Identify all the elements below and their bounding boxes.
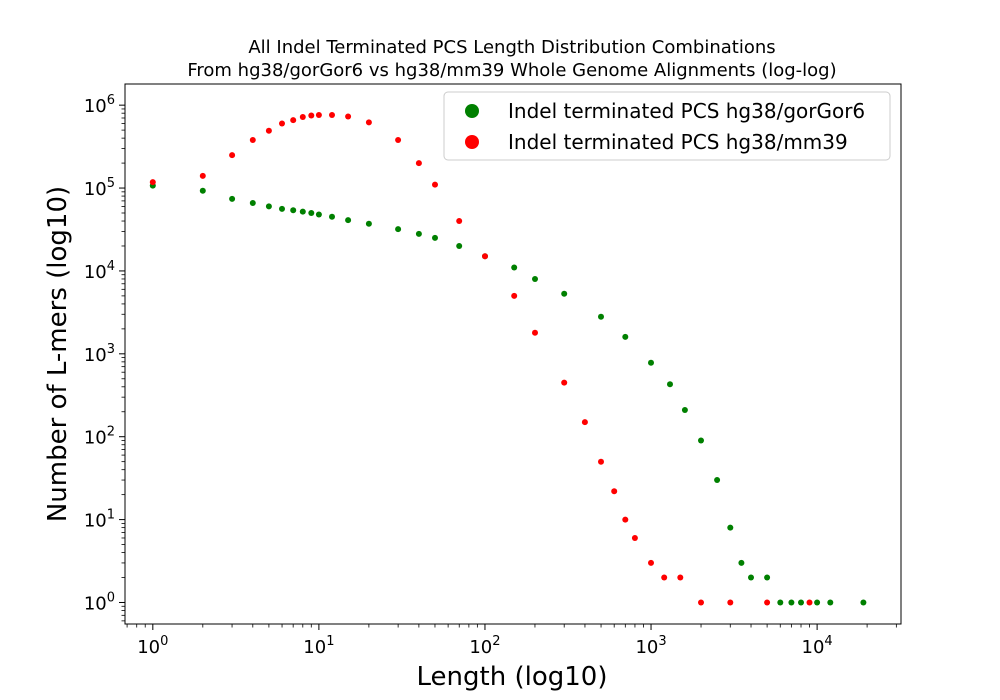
data-point-series-0-6: [290, 207, 297, 214]
x-tick-label-0: 100: [137, 634, 168, 658]
data-point-series-1-4: [265, 127, 272, 134]
data-point-series-0-12: [365, 220, 372, 227]
data-point-series-1-16: [456, 218, 463, 224]
data-point-series-1-18: [511, 292, 518, 299]
data-point-series-0-1: [199, 187, 206, 194]
data-point-series-0-34: [798, 599, 804, 606]
data-point-series-1-10: [329, 112, 335, 118]
data-point-series-0-14: [415, 230, 422, 237]
data-point-series-0-36: [827, 599, 834, 606]
data-point-series-1-14: [415, 160, 422, 167]
y-tick-label-4: 104: [84, 259, 115, 283]
data-point-series-0-4: [265, 203, 272, 210]
data-point-series-0-9: [315, 211, 322, 218]
y-axis-ticks: 100 101 102 103 104 105 106: [84, 93, 125, 622]
data-point-series-1-11: [345, 113, 352, 120]
data-point-series-1-15: [432, 181, 438, 188]
series-0-points: [149, 182, 867, 606]
y-tick-label-5: 105: [84, 176, 115, 200]
x-tick-label-4: 104: [802, 634, 833, 658]
y-tick-label-3: 103: [84, 342, 115, 366]
legend-marker-gorgor6: [465, 104, 479, 118]
data-point-series-0-13: [395, 226, 402, 233]
data-point-series-1-22: [598, 458, 604, 465]
data-point-series-0-25: [681, 407, 688, 413]
data-point-series-0-16: [456, 243, 463, 249]
data-point-series-1-23: [611, 488, 618, 495]
y-tick-label-6: 106: [84, 93, 115, 117]
x-tick-label-1: 101: [303, 634, 334, 658]
chart-title-line-2: From hg38/gorGor6 vs hg38/mm39 Whole Gen…: [187, 60, 836, 81]
data-point-series-1-6: [290, 117, 297, 124]
data-point-series-1-25: [631, 535, 638, 541]
data-point-series-1-13: [395, 137, 402, 143]
data-point-series-0-26: [698, 437, 704, 444]
legend-frame: [443, 91, 891, 161]
data-point-series-0-24: [667, 381, 673, 388]
data-point-series-0-3: [249, 200, 256, 206]
y-tick-label-2: 102: [84, 425, 115, 449]
data-point-series-0-10: [329, 213, 335, 220]
legend-marker-mm39: [465, 135, 479, 149]
x-axis-ticks: 100 101 102 103 104: [126, 624, 897, 658]
data-point-series-1-31: [764, 599, 771, 606]
legend-label-gorgor6: Indel terminated PCS hg38/gorGor6: [508, 99, 865, 123]
data-point-series-1-21: [581, 419, 588, 426]
data-point-series-1-27: [661, 574, 668, 581]
data-point-series-0-30: [748, 574, 754, 581]
data-point-series-0-8: [308, 210, 315, 216]
data-point-series-1-8: [308, 112, 315, 119]
chart-title-line-1: All Indel Terminated PCS Length Distribu…: [248, 37, 775, 58]
data-point-series-1-2: [229, 152, 236, 159]
series-1-points: [149, 112, 813, 606]
data-point-series-1-17: [482, 253, 488, 260]
data-point-series-0-11: [345, 217, 352, 224]
data-point-series-0-2: [229, 195, 236, 202]
data-point-series-0-33: [788, 599, 795, 606]
data-point-series-1-1: [199, 172, 206, 179]
data-point-series-0-15: [432, 234, 438, 241]
x-axis-label: Length (log10): [417, 662, 608, 692]
data-point-series-1-24: [622, 516, 629, 523]
data-point-series-0-35: [814, 599, 821, 606]
data-point-series-0-29: [738, 559, 745, 566]
data-point-series-0-18: [511, 264, 518, 271]
data-point-series-0-20: [561, 290, 568, 297]
x-tick-label-3: 103: [635, 634, 666, 658]
data-point-series-1-5: [279, 120, 285, 127]
data-point-series-1-3: [249, 137, 256, 143]
data-point-series-0-22: [622, 333, 629, 340]
data-point-series-1-0: [149, 179, 156, 186]
data-point-series-1-7: [299, 114, 306, 120]
data-point-series-0-32: [777, 599, 784, 606]
legend-label-mm39: Indel terminated PCS hg38/mm39: [508, 130, 848, 154]
x-tick-label-2: 102: [469, 634, 500, 658]
data-point-series-1-26: [648, 559, 654, 566]
data-points-layer: [149, 112, 867, 606]
y-tick-label-1: 101: [84, 508, 115, 532]
data-point-series-0-37: [860, 599, 867, 606]
data-point-series-1-30: [727, 599, 734, 606]
data-point-series-1-9: [315, 112, 322, 118]
data-point-series-1-32: [806, 599, 813, 606]
data-point-series-1-12: [365, 119, 372, 126]
data-point-series-0-23: [648, 359, 654, 366]
data-point-series-1-28: [677, 574, 684, 581]
data-point-series-0-31: [764, 574, 771, 581]
data-point-series-0-5: [279, 205, 285, 212]
y-tick-label-0: 100: [84, 590, 115, 614]
y-axis-label: Number of L-mers (log10): [43, 186, 73, 522]
data-point-series-0-7: [299, 208, 306, 215]
data-point-series-0-19: [532, 276, 538, 282]
data-point-series-1-19: [532, 329, 538, 336]
legend: Indel terminated PCS hg38/gorGor6 Indel …: [443, 91, 891, 161]
data-point-series-1-29: [698, 599, 704, 606]
data-point-series-0-27: [714, 477, 721, 483]
data-point-series-0-28: [727, 524, 734, 531]
data-point-series-1-20: [561, 379, 568, 386]
data-point-series-0-21: [598, 313, 604, 320]
